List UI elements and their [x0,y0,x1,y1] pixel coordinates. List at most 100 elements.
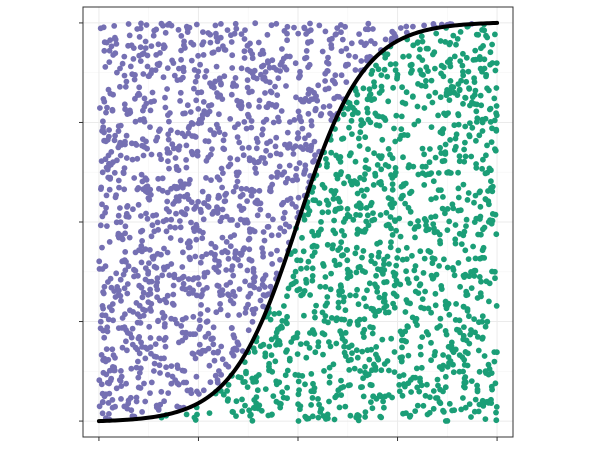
data-point [229,65,236,71]
data-point [147,107,154,114]
data-point [139,409,146,415]
data-point [245,111,251,118]
data-point [200,52,207,58]
data-point [172,224,179,231]
data-point [143,210,149,217]
data-point [446,97,453,103]
data-point [243,125,250,132]
data-point [325,54,331,61]
data-point [309,265,316,272]
data-point [195,89,201,96]
data-point [205,30,212,36]
data-point [417,248,424,255]
data-point [361,42,368,49]
data-point [372,281,378,288]
data-point [373,272,379,279]
data-point [426,93,432,100]
data-point [205,204,212,210]
data-point [207,39,214,46]
data-point [239,408,246,415]
data-point [213,309,220,316]
data-point [111,169,118,176]
data-point [154,286,161,293]
data-point [484,318,491,325]
data-point [367,202,374,209]
data-point [131,273,137,280]
data-point [213,63,220,70]
data-point [140,289,147,296]
data-point [193,97,200,104]
data-point [354,180,361,187]
data-point [308,402,314,408]
data-point [155,175,162,182]
data-point [404,276,411,283]
data-point [194,73,201,80]
data-point [132,344,139,351]
data-point [164,198,171,205]
data-point [415,218,421,224]
data-point [454,36,461,42]
data-point [466,401,473,407]
data-point [126,234,133,241]
points-layer [96,20,500,424]
data-point [408,188,415,195]
data-point [315,82,322,89]
data-point [282,221,289,228]
data-point [261,284,268,290]
data-point [474,115,481,122]
data-point [451,53,458,60]
data-point [472,56,479,63]
data-point [163,217,170,223]
data-point [449,407,455,414]
data-point [394,74,401,80]
data-point [412,318,419,325]
data-point [108,43,115,50]
data-point [123,380,129,387]
data-point [340,219,347,225]
data-point [388,35,395,42]
data-point [331,95,338,102]
data-point [430,388,437,394]
data-point [290,145,296,152]
data-point [357,129,364,136]
data-point [180,110,187,117]
data-point [310,380,316,387]
data-point [295,108,302,115]
data-point [358,58,365,64]
data-point [159,187,166,194]
data-point [234,222,241,229]
data-point [232,20,239,27]
data-point [328,270,334,277]
data-point [221,146,228,153]
data-point [457,58,464,64]
data-point [432,213,439,220]
data-point [481,27,488,34]
data-point [263,104,270,110]
data-point [303,354,310,361]
data-point [338,29,344,36]
data-point [461,158,468,165]
data-point [388,335,395,342]
data-point [192,134,199,140]
data-point [253,145,260,152]
data-point [431,256,438,262]
data-point [368,252,375,259]
data-point [423,218,429,225]
data-point [103,346,110,352]
data-point [144,145,151,152]
data-point [491,95,498,102]
data-point [330,361,337,368]
data-point [240,152,247,159]
data-point [393,227,399,234]
data-point [390,300,396,307]
data-point [251,284,258,291]
data-point [448,343,455,350]
data-point [169,141,176,148]
data-point [313,302,319,309]
data-point [187,176,193,183]
data-point [407,377,414,383]
data-point [105,86,112,93]
data-point [331,257,338,264]
data-point [134,311,141,318]
data-point [242,278,249,285]
